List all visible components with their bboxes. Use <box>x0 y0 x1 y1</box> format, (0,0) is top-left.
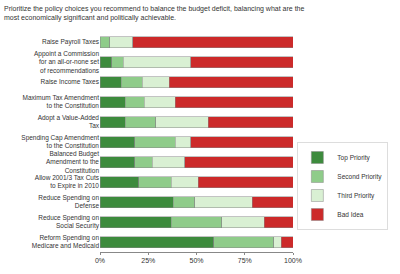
svg-text:Reduce Spending onSocial Secur: Reduce Spending onSocial Security <box>38 214 99 230</box>
svg-text:Maximum Tax Amendmentto the Co: Maximum Tax Amendmentto the Constitution <box>23 94 100 109</box>
svg-text:25%: 25% <box>141 257 155 264</box>
svg-text:Prioritize the policy choices: Prioritize the policy choices you recomm… <box>4 5 305 22</box>
svg-text:Appoint a Commissionfor an all: Appoint a Commissionfor an all-or-none s… <box>34 50 100 74</box>
svg-text:Reduce Spending onDefense: Reduce Spending onDefense <box>38 194 99 209</box>
svg-text:Bad Idea: Bad Idea <box>337 211 363 218</box>
svg-text:Third Priority: Third Priority <box>337 192 375 200</box>
svg-text:0%: 0% <box>95 257 105 264</box>
svg-text:75%: 75% <box>238 257 252 264</box>
svg-text:Top Priority: Top Priority <box>337 154 370 162</box>
svg-text:Raise Payroll Taxes: Raise Payroll Taxes <box>42 38 100 46</box>
svg-text:Second Priority: Second Priority <box>337 173 382 181</box>
svg-text:Raise Income Taxes: Raise Income Taxes <box>41 78 100 85</box>
svg-text:100%: 100% <box>284 257 302 264</box>
svg-text:Allow 2001/3 Tax Cutsto Expire: Allow 2001/3 Tax Cutsto Expire in 2010 <box>35 174 100 190</box>
svg-text:Spending Cap Amendmentto the C: Spending Cap Amendmentto the Constitutio… <box>21 134 99 149</box>
svg-text:Reform Spending onMedicare and: Reform Spending onMedicare and Medicaid <box>32 234 100 249</box>
svg-text:Balanced BudgetAmendment to th: Balanced BudgetAmendment to theConstitut… <box>46 150 100 174</box>
svg-text:50%: 50% <box>189 257 203 264</box>
svg-text:Adopt a Value-AddedTax: Adopt a Value-AddedTax <box>38 114 100 129</box>
